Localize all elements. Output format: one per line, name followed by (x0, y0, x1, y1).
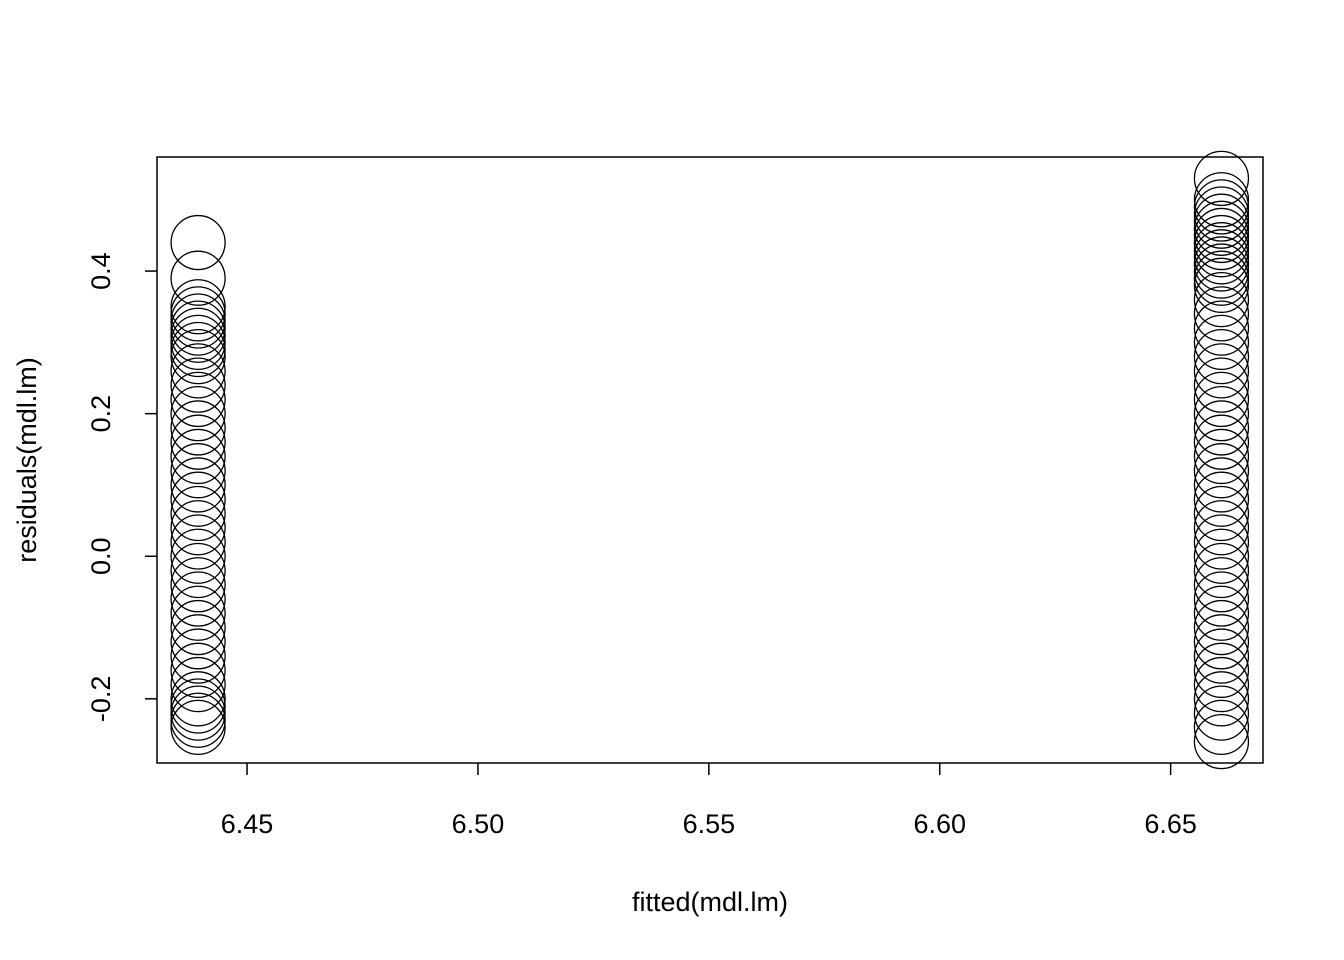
point (1193, 371, 1250, 428)
point (170, 685, 226, 741)
point (170, 428, 226, 485)
point (170, 514, 226, 570)
point (1193, 328, 1250, 385)
point (170, 293, 226, 349)
point (170, 628, 226, 684)
point (170, 414, 226, 470)
x-tick-label: 6.60 (913, 809, 966, 839)
point (1193, 471, 1250, 527)
x-tick-label: 6.55 (683, 809, 736, 839)
point (1193, 571, 1250, 627)
point (170, 279, 226, 335)
point (1193, 443, 1250, 499)
point (170, 314, 226, 371)
point (1193, 585, 1250, 641)
point (1193, 642, 1250, 698)
point (170, 699, 226, 756)
point (1193, 343, 1250, 399)
point (1193, 300, 1250, 356)
point (170, 321, 226, 378)
point (170, 642, 226, 698)
point (170, 343, 226, 399)
point (1193, 414, 1250, 470)
point (1193, 200, 1250, 256)
point (170, 656, 226, 713)
point (170, 400, 226, 456)
point (170, 692, 226, 748)
plot-frame (156, 156, 1264, 764)
point (1193, 250, 1250, 306)
y-tick-label: 0.2 (86, 395, 116, 433)
point (170, 300, 226, 356)
point (170, 500, 226, 556)
point (170, 585, 226, 641)
point (170, 557, 226, 613)
point (170, 678, 226, 734)
point (1193, 229, 1250, 285)
y-tick-label: -0.2 (86, 676, 116, 723)
point (1193, 386, 1250, 442)
point (1193, 172, 1250, 228)
point (1193, 528, 1250, 584)
point (170, 671, 226, 727)
point (1193, 699, 1250, 756)
point (1193, 542, 1250, 599)
point (1193, 614, 1250, 670)
point (1193, 257, 1250, 313)
point (170, 443, 226, 499)
x-tick-label: 6.65 (1144, 809, 1197, 839)
point (1193, 400, 1250, 456)
point (170, 307, 226, 363)
point (1193, 314, 1250, 371)
point (170, 286, 226, 342)
point (170, 571, 226, 627)
point (170, 357, 226, 413)
point (1193, 671, 1250, 727)
y-axis-label: residuals(mdl.lm) (12, 357, 42, 563)
point (170, 471, 226, 527)
point (1193, 514, 1250, 570)
y-tick-label: 0.4 (86, 252, 116, 290)
y-tick-label: 0.0 (86, 537, 116, 575)
point (1193, 271, 1250, 328)
point (1193, 236, 1250, 292)
point (170, 250, 226, 306)
x-tick-label: 6.45 (221, 809, 274, 839)
point (1193, 214, 1250, 271)
point (1193, 150, 1250, 207)
point (1193, 357, 1250, 413)
point (1193, 186, 1250, 242)
point (1193, 628, 1250, 684)
point (1193, 500, 1250, 556)
point (1193, 599, 1250, 656)
point (1193, 656, 1250, 713)
point (1193, 557, 1250, 613)
point (1193, 222, 1250, 278)
point (170, 328, 226, 385)
point (170, 599, 226, 656)
point (170, 386, 226, 442)
point (1193, 685, 1250, 741)
point (1193, 207, 1250, 264)
point (1193, 713, 1250, 770)
point (1193, 193, 1250, 249)
point (170, 542, 226, 599)
point (170, 485, 226, 542)
point (1193, 243, 1250, 299)
point (170, 214, 226, 271)
point (1193, 485, 1250, 542)
point (170, 457, 226, 513)
point (1193, 457, 1250, 513)
x-axis-label: fitted(mdl.lm) (632, 887, 788, 917)
point (1193, 428, 1250, 485)
point (1193, 286, 1250, 342)
x-tick-label: 6.50 (452, 809, 505, 839)
point (170, 614, 226, 670)
point (1193, 179, 1250, 235)
point (170, 528, 226, 584)
point (170, 371, 226, 428)
